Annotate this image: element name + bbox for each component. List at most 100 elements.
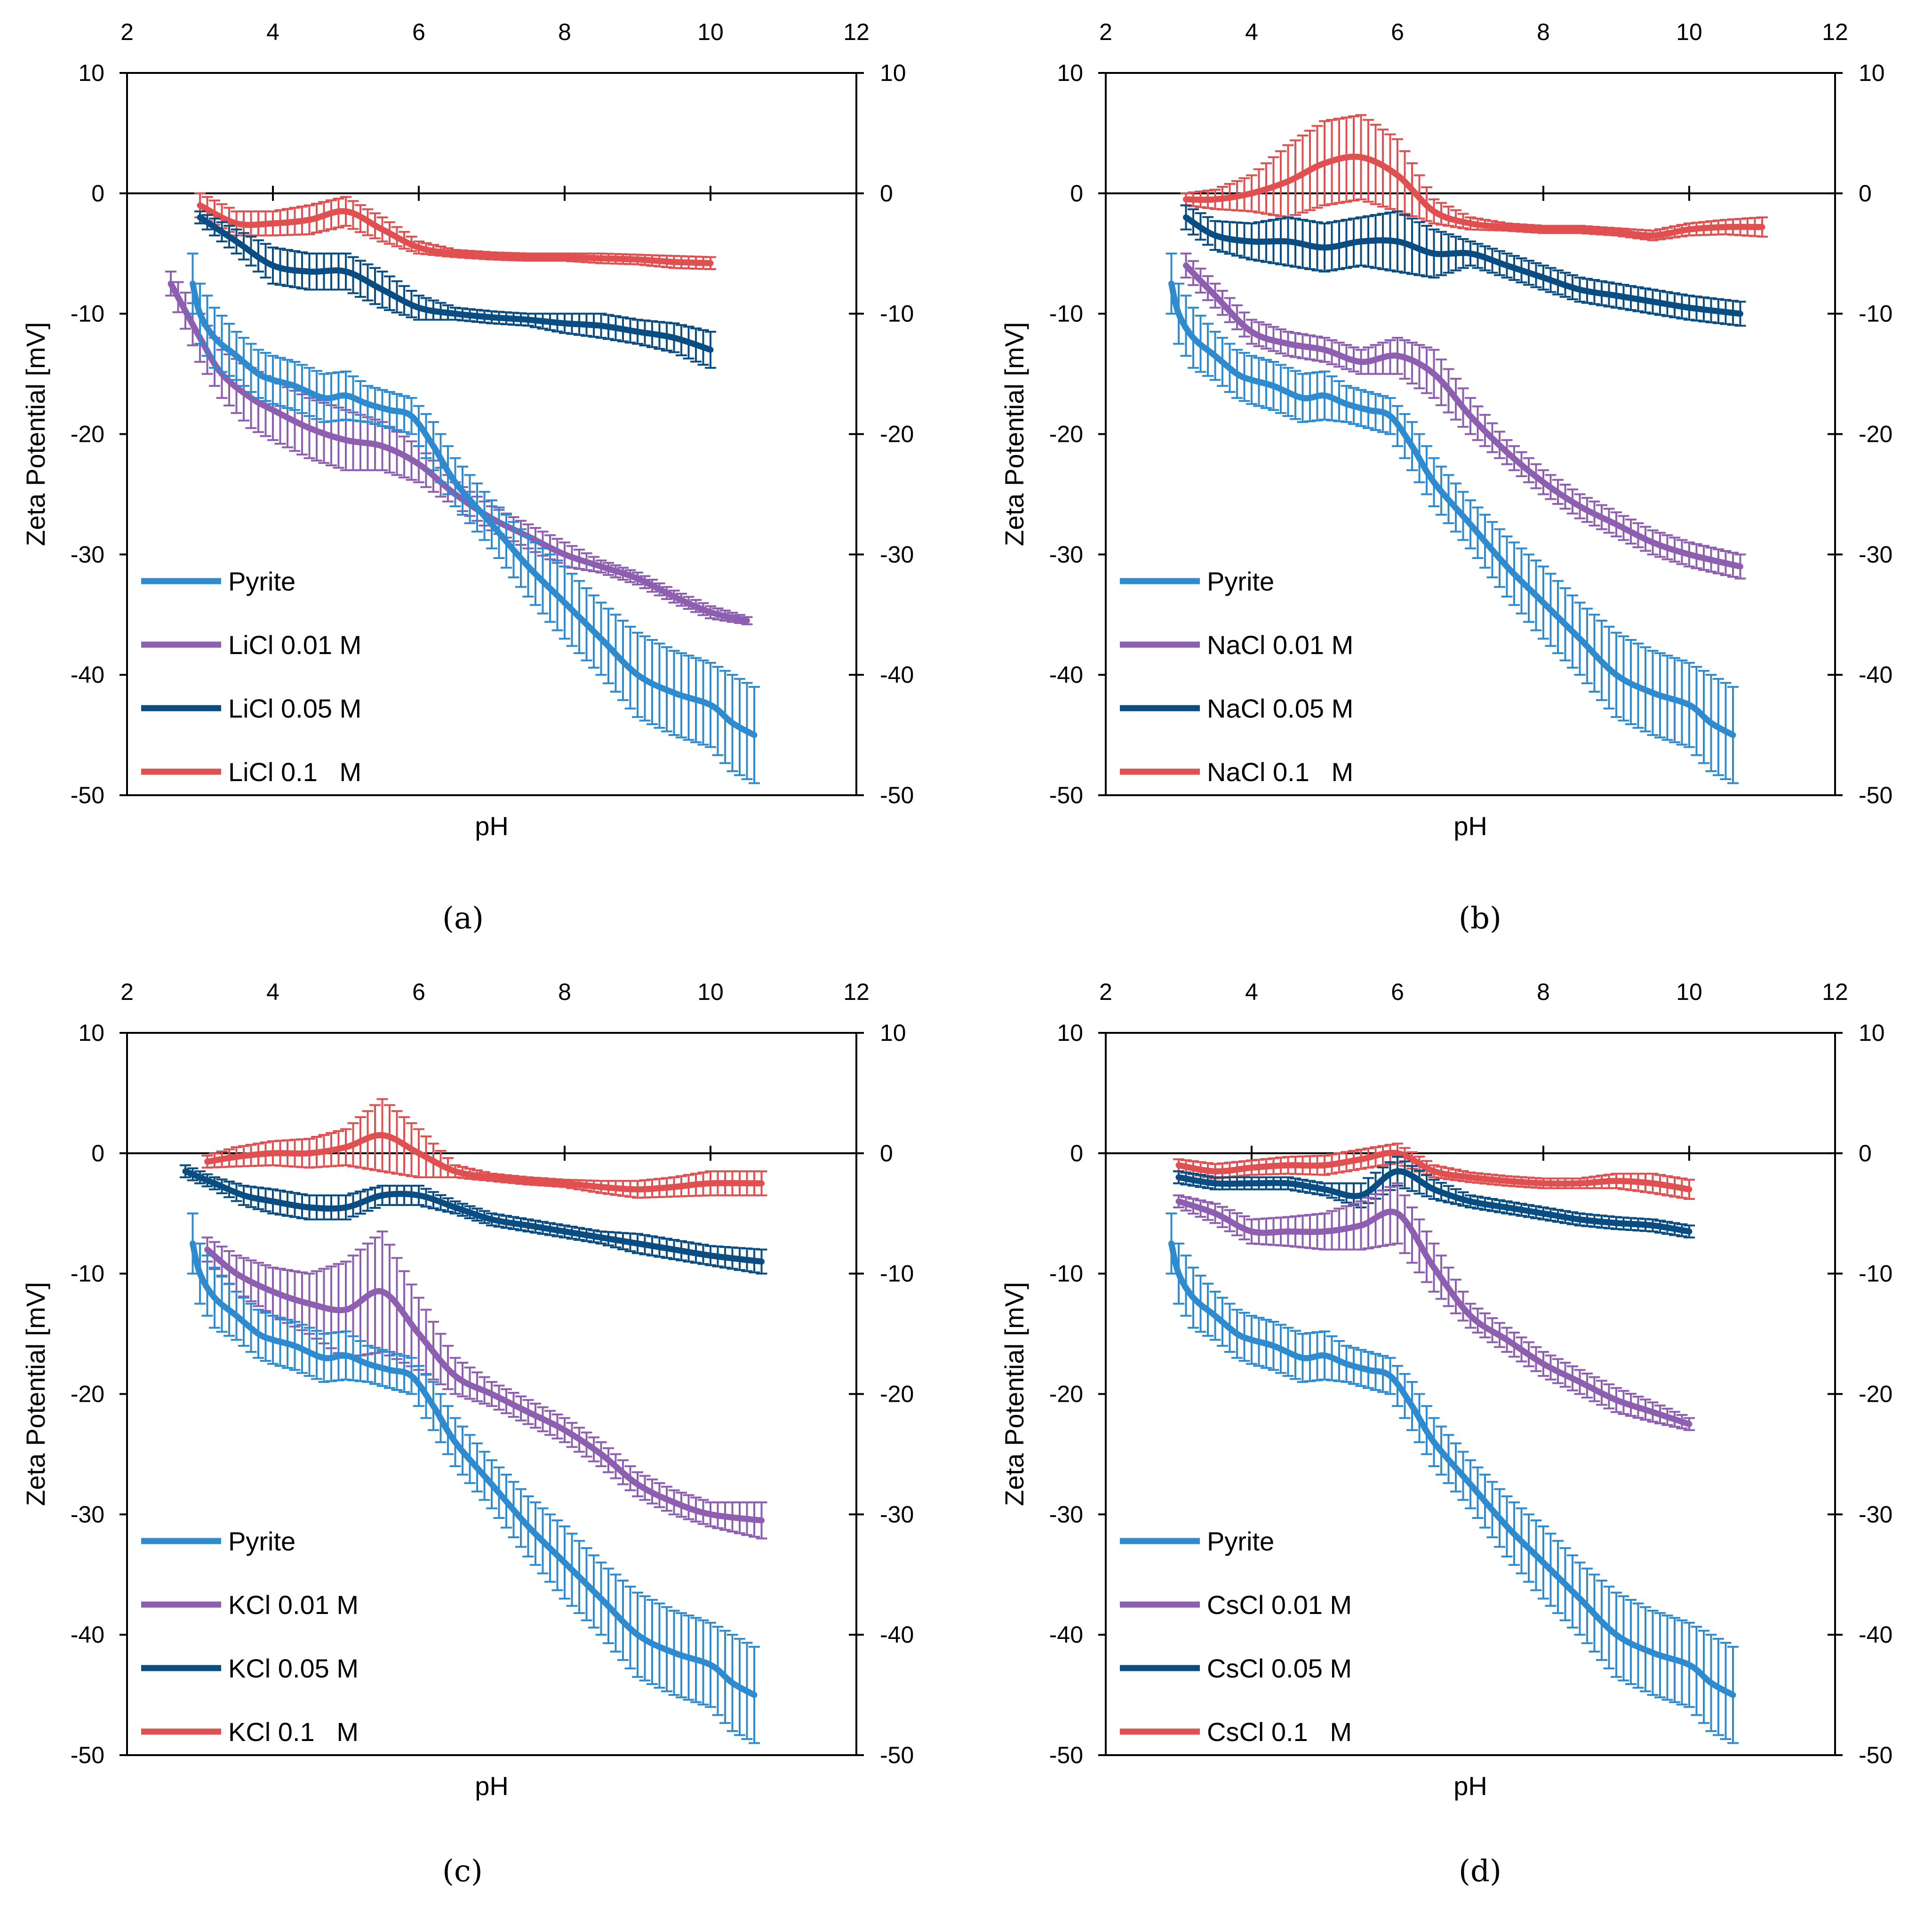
data-point [293, 384, 297, 388]
data-point [1541, 1181, 1545, 1185]
data-point [242, 1193, 246, 1198]
data-point [380, 1193, 384, 1198]
data-point [1323, 161, 1326, 165]
x-axis-label: pH [1453, 811, 1487, 841]
y-tick-label-right: -10 [880, 1261, 914, 1287]
data-point [709, 348, 712, 352]
data-point [271, 1290, 275, 1294]
data-point [490, 1217, 494, 1222]
data-point [1578, 504, 1582, 508]
series-pyrite [187, 252, 760, 784]
data-point [636, 1187, 639, 1191]
data-point [344, 270, 348, 274]
y-tick-label-right: -10 [1859, 1261, 1892, 1287]
y-tick-label-left: 10 [78, 60, 104, 86]
data-point [1191, 335, 1195, 340]
y-tick-label-right: -30 [880, 1501, 914, 1527]
data-point [526, 1223, 530, 1228]
data-point [599, 1235, 603, 1239]
data-point [759, 1518, 764, 1523]
data-point [1578, 227, 1582, 232]
y-tick-label-right: -20 [1859, 421, 1892, 447]
data-point [169, 281, 173, 286]
data-point [1541, 1560, 1545, 1565]
chart-svg: 10 10 0 0 -10 -10 -20 -20 -30 -30 -40 -40 -50 -50 2 4 6 8… [999, 979, 1892, 1801]
data-point [1213, 197, 1217, 201]
series-c01 [1180, 114, 1768, 241]
data-point [1184, 264, 1188, 268]
data-point [366, 1362, 370, 1366]
data-point [344, 1353, 348, 1358]
y-tick-label-right: -20 [880, 421, 914, 447]
y-tick-label-left: -20 [71, 1381, 104, 1407]
series-line-pyrite [1168, 280, 1736, 738]
chart-panel-c: 10 10 0 0 -10 -10 -20 -20 -30 -30 -40 -40 -50 -50 2 4 6 8… [0, 960, 965, 1889]
data-point [563, 552, 567, 557]
data-point [526, 1179, 530, 1183]
data-point [1250, 378, 1253, 382]
data-point [1738, 564, 1742, 568]
data-point [220, 372, 224, 376]
y-tick-label-right: 0 [1859, 1140, 1872, 1166]
data-point [1432, 372, 1436, 376]
data-point [636, 1241, 639, 1246]
data-point [409, 1374, 414, 1378]
data-point [1432, 1440, 1436, 1444]
data-point [191, 1241, 195, 1246]
data-point [1396, 173, 1399, 177]
x-axis-label: pH [475, 1771, 509, 1801]
chart-panel-d: 10 10 0 0 -10 -10 -20 -20 -30 -30 -40 -40 -50 -50 2 4 6 8… [979, 960, 1932, 1889]
panel-caption: (a) [442, 901, 484, 936]
data-point [1541, 275, 1545, 280]
data-point [1469, 1314, 1472, 1318]
data-point [1469, 1175, 1472, 1179]
data-point [213, 1295, 216, 1300]
y-tick-label-left: -30 [1049, 1501, 1083, 1527]
y-tick-label-right: -20 [880, 1381, 914, 1407]
y-tick-label-left: -10 [71, 1261, 104, 1287]
data-point [1505, 1338, 1509, 1342]
y-tick-label-right: -20 [1859, 1381, 1892, 1407]
y-tick-label-right: -10 [880, 301, 914, 327]
data-point [234, 240, 239, 244]
data-point [490, 1482, 494, 1486]
y-tick-label-right: -50 [1859, 782, 1892, 808]
y-tick-label-left: -20 [1049, 421, 1083, 447]
data-point [380, 444, 384, 448]
data-point [1286, 1181, 1290, 1185]
series-c005 [1180, 204, 1746, 327]
data-point [417, 305, 421, 310]
data-point [563, 255, 567, 259]
data-point [1250, 1338, 1253, 1342]
series-line-pyrite [190, 1240, 758, 1698]
data-point [205, 1159, 209, 1164]
data-point [1505, 1205, 1509, 1209]
data-point [431, 1404, 435, 1408]
x-tick-label: 12 [843, 19, 870, 45]
y-tick-label-right: -50 [1859, 1742, 1892, 1768]
data-point [453, 251, 457, 256]
data-point [490, 315, 494, 320]
data-point [453, 312, 457, 316]
data-point [1469, 1199, 1472, 1204]
data-point [1323, 1163, 1326, 1167]
data-point [1388, 1374, 1392, 1378]
data-point [1469, 221, 1472, 225]
data-point [672, 260, 676, 264]
series-c005 [1173, 1156, 1695, 1238]
legend-label: LiCl 0.1 M [228, 757, 361, 787]
data-point [745, 619, 749, 623]
x-tick-label: 10 [1676, 19, 1702, 45]
data-point [526, 1524, 530, 1528]
data-point [1396, 1211, 1399, 1215]
y-tick-label-right: 10 [1859, 60, 1885, 86]
data-point [307, 270, 311, 274]
data-point [417, 245, 421, 249]
data-point [234, 1155, 239, 1159]
data-point [1651, 233, 1655, 238]
data-point [1614, 673, 1618, 677]
y-tick-label-left: -50 [1049, 782, 1083, 808]
series-c005 [180, 1164, 767, 1275]
x-tick-label: 8 [558, 19, 571, 45]
y-tick-label-right: -30 [1859, 1501, 1892, 1527]
